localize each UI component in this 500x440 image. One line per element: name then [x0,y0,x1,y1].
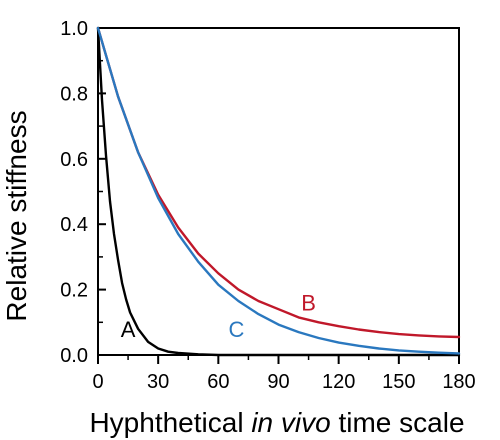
x-axis-title-italic: in vivo [251,407,330,438]
x-axis-title: Hyphthetical in vivo time scale [89,407,464,438]
x-tick-label: 30 [147,371,169,393]
x-tick-label: 0 [92,371,103,393]
y-tick-label: 0.6 [60,149,88,171]
plot-frame [98,28,459,355]
curve-label-a: A [121,317,136,342]
y-tick-label: 0.4 [60,214,88,236]
series-line-c [98,28,459,353]
curve-label-b: B [301,291,316,316]
x-axis-title-prefix: Hyphthetical [89,407,251,438]
x-tick-label: 150 [382,371,415,393]
y-tick-label: 0.2 [60,280,88,302]
y-axis-title: Relative stiffness [1,110,32,321]
tick-marks [98,28,459,364]
y-tick-label: 0.8 [60,83,88,105]
series-line-a [98,28,459,355]
x-tick-label: 120 [322,371,355,393]
data-series [98,28,459,355]
curve-labels: A B C [121,291,316,342]
curve-label-c: C [228,317,244,342]
y-tick-label: 0.0 [60,345,88,367]
y-tick-label: 1.0 [60,18,88,40]
axes [98,28,459,355]
x-axis-title-suffix: time scale [331,407,465,438]
x-tick-label: 60 [207,371,229,393]
x-tick-label: 90 [267,371,289,393]
x-tick-label: 180 [442,371,475,393]
